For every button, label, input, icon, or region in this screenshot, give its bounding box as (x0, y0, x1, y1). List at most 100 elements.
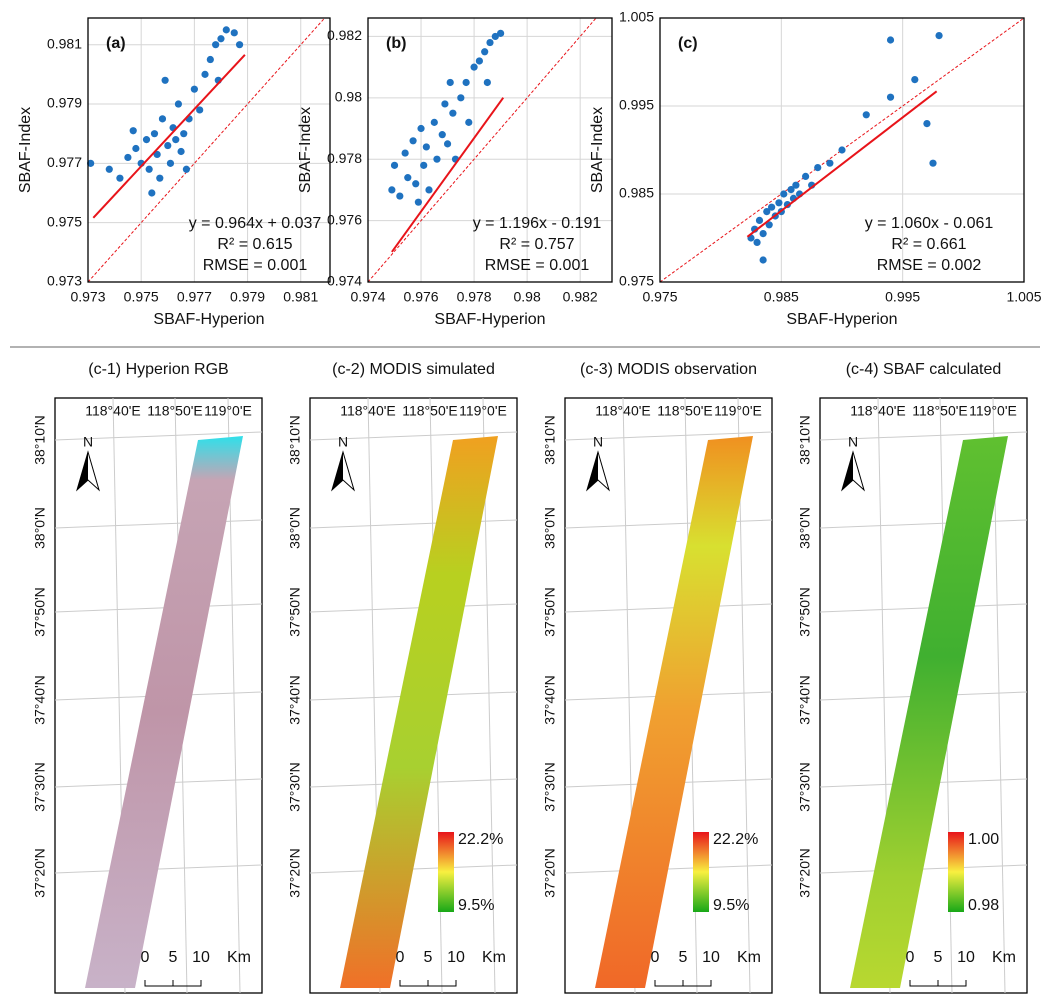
point (449, 109, 457, 117)
point (217, 35, 225, 43)
panel-label: (a) (106, 35, 126, 52)
graticule (309, 519, 518, 529)
map-title: (c-3) MODIS observation (580, 361, 757, 378)
point (129, 127, 137, 135)
annotation: R² = 0.757 (499, 236, 574, 253)
point (201, 70, 209, 78)
y-axis-title: SBAF-Index (589, 107, 606, 193)
point (759, 256, 767, 264)
y-tick-label: 1.005 (619, 9, 654, 25)
legend-low: 9.5% (458, 897, 494, 914)
lon-label: 119°0'E (459, 403, 507, 419)
lon-label: 118°50'E (402, 403, 458, 419)
panel-label: (c) (678, 35, 698, 52)
x-axis-title: SBAF-Hyperion (786, 311, 897, 328)
colorbar (438, 832, 454, 912)
point (412, 180, 420, 188)
lon-label: 118°50'E (912, 403, 968, 419)
point (116, 174, 124, 182)
point (87, 159, 95, 167)
point (105, 165, 113, 173)
lon-label: 119°0'E (204, 403, 252, 419)
point (753, 238, 761, 246)
lat-label: 37°20'N (32, 848, 48, 898)
scale-bar (144, 980, 202, 987)
point (483, 78, 491, 87)
lat-label: 37°50'N (542, 587, 558, 637)
point (161, 76, 169, 84)
plot-frame (659, 17, 1025, 283)
point (166, 159, 175, 167)
point (763, 208, 771, 216)
graticule (564, 603, 773, 613)
annotation: R² = 0.661 (891, 236, 966, 253)
lon-label: 118°50'E (657, 403, 713, 419)
point (755, 216, 764, 224)
lat-label: 38°0'N (287, 507, 303, 549)
graticule (309, 603, 518, 613)
x-tick-label: 0.975 (124, 289, 159, 305)
point (180, 130, 188, 138)
point (153, 150, 161, 159)
y-tick-label: 0.982 (327, 27, 362, 43)
colorbar (693, 832, 709, 912)
point (491, 32, 499, 41)
graticule (819, 864, 1028, 874)
map-title: (c-2) MODIS simulated (332, 361, 495, 378)
north-label: N (593, 434, 603, 450)
lon-label: 118°40'E (85, 403, 141, 419)
scale-label: 10 (192, 949, 210, 966)
annotation: RMSE = 0.001 (485, 257, 590, 274)
plot-frame (87, 17, 331, 283)
y-tick-label: 0.975 (619, 273, 654, 289)
point (124, 153, 132, 162)
lon-label: 118°40'E (595, 403, 651, 419)
y-tick-label: 0.976 (327, 211, 362, 227)
scale-label: 10 (957, 949, 975, 966)
map-title: (c-4) SBAF calculated (846, 361, 1002, 378)
x-tick-label: 0.974 (350, 289, 385, 305)
y-tick-label: 0.981 (47, 35, 82, 51)
point (497, 29, 505, 37)
north-label: N (338, 434, 348, 450)
lat-label: 37°20'N (542, 848, 558, 898)
graticule (819, 431, 1028, 441)
scale-label: Km (992, 949, 1016, 966)
lat-label: 38°10'N (542, 415, 558, 465)
point (787, 186, 795, 194)
lon-label: 119°0'E (714, 403, 762, 419)
panel-label: (b) (386, 35, 406, 52)
lat-label: 37°30'N (542, 762, 558, 812)
point (759, 230, 767, 238)
scale-label: 5 (679, 949, 688, 966)
x-tick-label: 0.985 (764, 289, 799, 305)
point (780, 190, 788, 198)
x-axis-title: SBAF-Hyperion (434, 311, 545, 328)
annotation: y = 1.196x - 0.191 (473, 215, 602, 232)
legend-low: 0.98 (968, 897, 999, 914)
lat-label: 37°30'N (797, 762, 813, 812)
point (164, 141, 172, 150)
scale-bar (399, 980, 457, 987)
graticule (564, 864, 773, 874)
lon-label: 118°40'E (850, 403, 906, 419)
lat-label: 38°10'N (797, 415, 813, 465)
point (150, 130, 159, 138)
north-label: N (83, 434, 93, 450)
point (422, 143, 430, 151)
north-arrow-half (842, 452, 853, 490)
point (457, 94, 465, 102)
graticule (309, 864, 518, 874)
point (190, 85, 198, 93)
point (433, 155, 441, 163)
image-strip (85, 436, 243, 988)
legend-high: 22.2% (458, 831, 503, 848)
graticule (819, 603, 1028, 613)
point (438, 131, 446, 139)
point (446, 78, 454, 87)
y-tick-label: 0.974 (327, 273, 362, 289)
annotation: RMSE = 0.001 (203, 257, 308, 274)
x-tick-label: 0.982 (563, 289, 598, 305)
lat-label: 38°10'N (287, 415, 303, 465)
